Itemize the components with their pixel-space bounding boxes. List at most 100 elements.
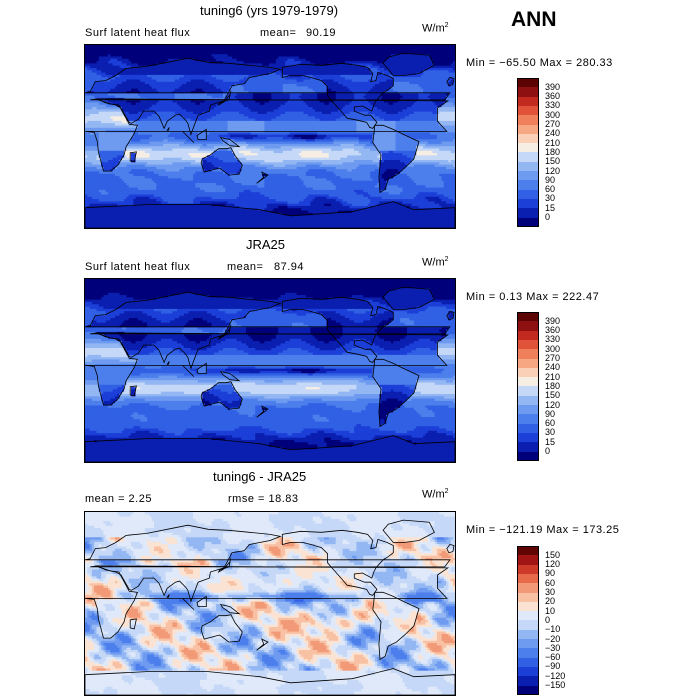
field-cell (377, 114, 380, 117)
field-cell (105, 81, 109, 85)
field-cell (386, 86, 389, 90)
field-cell (395, 104, 399, 108)
field-cell (195, 100, 199, 103)
field-cell (96, 95, 100, 99)
field-cell (409, 58, 412, 62)
field-cell (275, 79, 279, 83)
field-cell (381, 88, 385, 92)
field-cell (193, 107, 196, 110)
field-cell (220, 54, 224, 57)
field-cell (133, 56, 136, 60)
field-cell (213, 104, 217, 108)
field-cell (448, 45, 452, 48)
field-cell (365, 49, 369, 53)
field-cell (142, 61, 146, 64)
field-cell (170, 74, 173, 78)
field-cell (225, 58, 228, 62)
field-cell (379, 114, 383, 117)
field-cell (427, 104, 431, 108)
field-cell (432, 61, 435, 64)
field-cell (367, 77, 371, 80)
field-cell (409, 107, 412, 110)
field-cell (255, 111, 258, 115)
field-cell (200, 68, 203, 71)
field-cell (213, 49, 217, 53)
field-cell (328, 61, 332, 64)
field-cell (158, 111, 162, 115)
field-cell (269, 51, 272, 55)
field-cell (124, 56, 127, 60)
field-cell (367, 63, 371, 67)
field-cell (137, 104, 141, 108)
field-cell (211, 58, 215, 62)
field-cell (374, 84, 378, 87)
field-cell (413, 107, 417, 110)
field-cell (386, 100, 389, 103)
field-cell (262, 100, 265, 103)
field-cell (227, 93, 231, 96)
field-cell (351, 47, 355, 50)
field-cell (137, 84, 141, 87)
field-cell (216, 45, 219, 48)
field-cell (177, 93, 180, 96)
field-cell (282, 81, 286, 85)
field-cell (227, 54, 231, 57)
field-cell (158, 91, 162, 94)
field-cell (174, 86, 178, 90)
field-cell (321, 70, 325, 73)
field-cell (158, 68, 162, 71)
field-cell (248, 91, 251, 94)
field-cell (363, 70, 366, 73)
field-cell (142, 114, 146, 117)
field-cell (379, 51, 383, 55)
field-cell (411, 104, 415, 108)
field-cell (197, 72, 201, 76)
field-cell (275, 100, 279, 103)
field-cell (423, 51, 426, 55)
field-cell (395, 93, 399, 96)
field-cell (112, 95, 116, 99)
field-cell (393, 111, 396, 115)
field-cell (119, 74, 123, 78)
field-cell (91, 47, 95, 50)
field-cell (423, 65, 426, 69)
field-cell (386, 47, 389, 50)
field-cell (165, 74, 169, 78)
field-cell (344, 58, 348, 62)
field-cell (409, 93, 412, 96)
field-cell (220, 58, 224, 62)
field-cell (89, 102, 93, 106)
field-cell (236, 86, 240, 90)
field-cell (126, 70, 130, 73)
field-cell (271, 95, 274, 99)
field-cell (197, 102, 201, 106)
field-cell (223, 84, 226, 87)
field-cell (388, 95, 392, 99)
field-cell (374, 91, 378, 94)
field-cell (87, 97, 90, 101)
field-cell (262, 97, 265, 101)
field-cell (372, 72, 376, 76)
field-cell (241, 77, 245, 80)
field-cell (264, 70, 268, 73)
field-cell (202, 107, 205, 110)
field-cell (432, 54, 435, 57)
field-cell (87, 54, 90, 57)
field-cell (287, 68, 291, 71)
field-cell (358, 86, 362, 90)
field-cell (135, 104, 139, 108)
field-cell (365, 91, 369, 94)
field-cell (232, 97, 235, 101)
field-cell (338, 63, 341, 67)
field-cell (372, 88, 376, 92)
field-cell (358, 81, 362, 85)
field-cell (354, 47, 357, 50)
field-cell (411, 45, 415, 48)
field-cell (370, 107, 373, 110)
field-cell (420, 109, 424, 113)
field-cell (223, 58, 226, 62)
field-cell (280, 79, 284, 83)
field-cell (384, 114, 387, 117)
field-cell (310, 91, 314, 94)
field-cell (388, 65, 392, 69)
